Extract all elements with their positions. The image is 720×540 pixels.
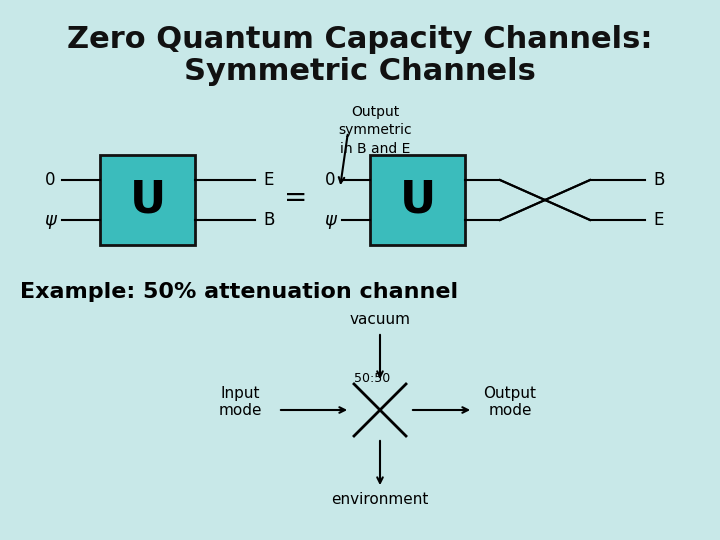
Text: 50:50: 50:50 [354,372,390,384]
Text: U: U [400,179,436,221]
Text: environment: environment [331,492,428,508]
Text: E: E [653,211,663,229]
Text: Output
symmetric
in B and E: Output symmetric in B and E [338,105,412,156]
Text: U: U [130,179,166,221]
Text: Symmetric Channels: Symmetric Channels [184,57,536,86]
Text: ψ: ψ [324,211,336,229]
Text: ψ: ψ [44,211,56,229]
Text: Example: 50% attenuation channel: Example: 50% attenuation channel [20,282,458,302]
Text: =: = [284,184,307,212]
Text: 0: 0 [325,171,336,189]
Text: B: B [263,211,274,229]
Text: vacuum: vacuum [349,313,410,327]
Text: Input
mode: Input mode [218,386,262,418]
Text: Output
mode: Output mode [484,386,536,418]
Bar [100,155,195,245]
Text: Zero Quantum Capacity Channels:: Zero Quantum Capacity Channels: [67,25,653,55]
Text: 0: 0 [45,171,55,189]
Bar [370,155,465,245]
Text: B: B [653,171,665,189]
Text: E: E [263,171,274,189]
